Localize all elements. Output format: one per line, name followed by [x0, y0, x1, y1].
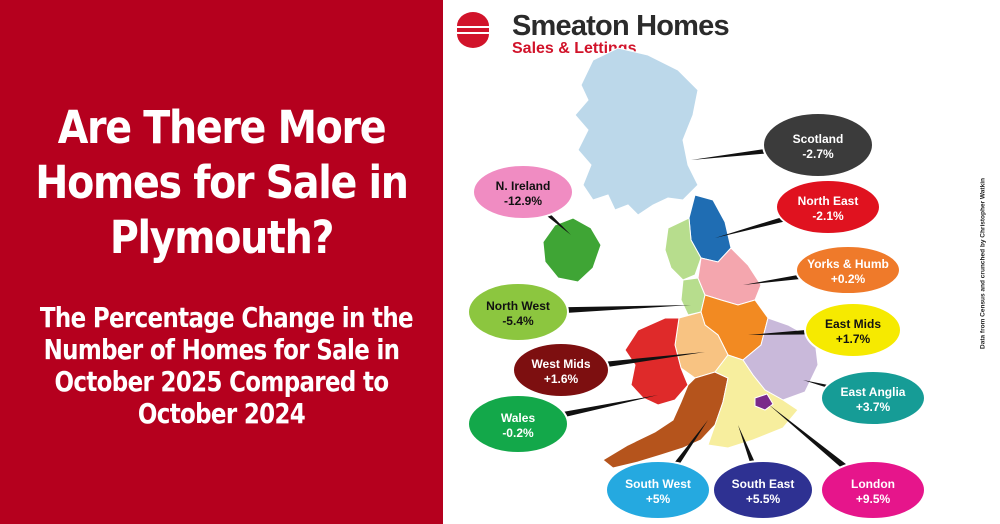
callout-bubble [775, 179, 881, 235]
callout-n-ireland: N. Ireland-12.9% [472, 164, 574, 220]
callout-south-east: South East+5.5% [712, 460, 814, 520]
callout-bubble [762, 112, 874, 178]
region-north-west [664, 217, 702, 281]
callout-bubble [820, 460, 926, 520]
callout-west-mids: West Mids+1.6% [512, 342, 610, 398]
data-credit: Data from Census and crunched by Christo… [979, 178, 987, 349]
callout-bubble [467, 394, 569, 454]
brand-tagline: Sales & Lettings [512, 40, 637, 57]
callout-bubble [472, 164, 574, 220]
callout-bubble [712, 460, 814, 520]
region-change-value: -2.1% [812, 209, 844, 223]
region-name: South East [732, 477, 795, 491]
region-wales [624, 317, 689, 406]
region-london [754, 393, 774, 411]
callout-south-west: South West+5% [605, 460, 711, 520]
region-change-value: +5.5% [746, 492, 781, 506]
callout-east-mids: East Mids+1.7% [804, 302, 902, 358]
headline-line: Homes for Sale in [35, 156, 409, 209]
callout-london: London+9.5% [820, 460, 926, 520]
region-name: N. Ireland [496, 179, 551, 193]
callout-wales: Wales-0.2% [467, 394, 569, 454]
region-change-value: -2.7% [802, 147, 834, 161]
region-south-east [707, 354, 799, 449]
callout-bubble [605, 460, 711, 520]
callout-north-west: North West-5.4% [467, 282, 569, 342]
region-name: London [851, 477, 895, 491]
headline: Are There More Homes for Sale in Plymout… [27, 100, 417, 265]
region-name: Wales [501, 411, 536, 425]
callout-east-anglia: East Anglia+3.7% [820, 370, 926, 426]
callout-bubble [795, 245, 901, 295]
region-northern-ireland [542, 217, 602, 283]
subheadline-line: October 2025 Compared to [54, 365, 390, 398]
callout-bubble [512, 342, 610, 398]
region-name: East Mids [825, 317, 881, 331]
callout-bubble [467, 282, 569, 342]
subheadline: The Percentage Change in the Number of H… [39, 301, 414, 430]
region-callouts: Scotland-2.7%North East-2.1%N. Ireland-1… [467, 112, 926, 520]
callout-north-east: North East-2.1% [775, 179, 881, 235]
headline-line: Are There More [57, 101, 387, 154]
region-change-value: +0.2% [831, 272, 866, 286]
region-name: East Anglia [841, 385, 906, 399]
callout-scotland: Scotland-2.7% [762, 112, 874, 178]
callout-bubble [804, 302, 902, 358]
title-panel: Are There More Homes for Sale in Plymout… [0, 0, 443, 524]
region-name: North East [798, 194, 859, 208]
region-shapes [542, 47, 819, 469]
subheadline-line: October 2024 [137, 397, 306, 430]
region-name: South West [625, 477, 691, 491]
uk-region-map: Scotland-2.7%North East-2.1%N. Ireland-1… [467, 47, 926, 520]
region-change-value: +5% [646, 492, 671, 506]
region-change-value: +3.7% [856, 400, 891, 414]
brand-name: Smeaton Homes [512, 10, 730, 42]
callout-bubble [820, 370, 926, 426]
region-change-value: -5.4% [502, 314, 534, 328]
headline-line: Plymouth? [109, 211, 335, 264]
region-scotland [574, 47, 699, 216]
subheadline-line: The Percentage Change in the [39, 301, 414, 334]
region-name: West Mids [531, 357, 590, 371]
brand-logo-icon [457, 12, 489, 48]
callout-yorks-humb: Yorks & Humb+0.2% [795, 245, 901, 295]
subheadline-line: Number of Homes for Sale in [43, 333, 400, 366]
region-change-value: -0.2% [502, 426, 534, 440]
region-name: North West [486, 299, 550, 313]
region-change-value: -12.9% [504, 194, 542, 208]
region-change-value: +1.6% [544, 372, 579, 386]
region-change-value: +9.5% [856, 492, 891, 506]
region-name: Yorks & Humb [807, 257, 889, 271]
region-change-value: +1.7% [836, 332, 871, 346]
region-name: Scotland [793, 132, 844, 146]
